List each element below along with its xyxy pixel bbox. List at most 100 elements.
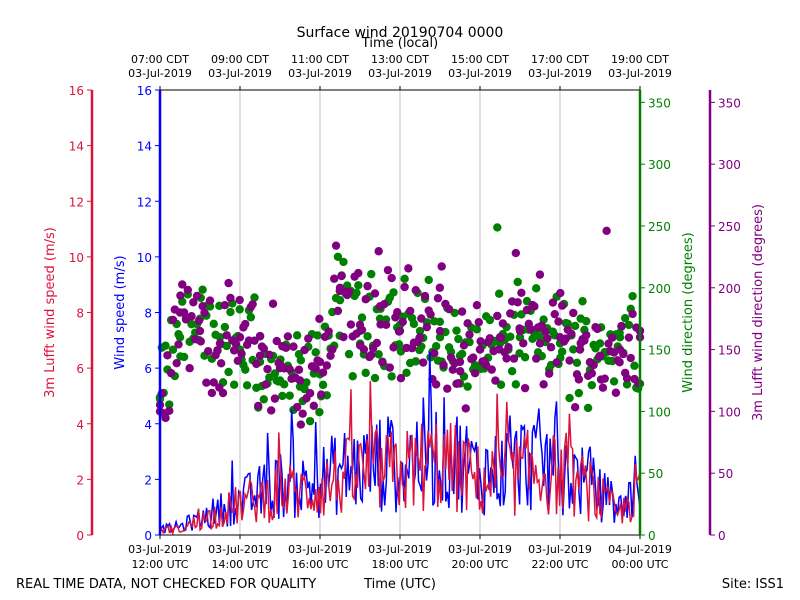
data-point	[248, 299, 257, 309]
wind-speed-axis-label: Wind speed (m/s)	[113, 255, 128, 369]
data-point	[520, 353, 530, 362]
data-point	[615, 333, 625, 342]
data-point	[504, 343, 513, 352]
data-point	[472, 300, 482, 310]
data-point	[235, 295, 244, 305]
data-point	[275, 376, 285, 385]
data-point	[220, 301, 230, 310]
data-point	[161, 341, 170, 350]
data-point	[315, 407, 324, 417]
data-point	[537, 321, 546, 330]
data-point	[309, 401, 319, 410]
wind-speed-tick-label: 2	[144, 473, 152, 487]
data-point	[165, 400, 174, 409]
top-tick-date: 03-Jul-2019	[368, 67, 432, 80]
top-tick-date: 03-Jul-2019	[608, 67, 672, 80]
data-point	[226, 307, 235, 317]
series-line	[159, 380, 641, 537]
data-point	[420, 291, 430, 301]
data-point	[541, 327, 550, 336]
bottom-tick-time: 22:00 UTC	[531, 558, 588, 571]
data-point	[550, 309, 559, 319]
data-point	[485, 334, 495, 343]
lufft-dir-tick-label: 0	[718, 529, 726, 543]
data-point	[265, 350, 274, 359]
top-tick-time: 13:00 CDT	[371, 53, 429, 66]
data-point	[469, 353, 478, 362]
data-point	[470, 368, 480, 378]
data-point	[250, 293, 259, 302]
data-point	[552, 358, 561, 367]
data-point	[237, 349, 246, 358]
data-point	[587, 369, 597, 378]
data-point	[493, 223, 502, 232]
data-point	[383, 265, 393, 275]
wind-dir-tick-label: 100	[648, 405, 671, 419]
wind-dir-tick-label: 250	[648, 220, 671, 234]
bottom-axis-label: Time (UTC)	[363, 577, 436, 592]
data-point	[259, 395, 268, 404]
data-point	[226, 293, 235, 303]
data-point	[266, 406, 276, 415]
data-point	[556, 288, 565, 298]
data-point	[402, 368, 411, 378]
top-tick-time: 11:00 CDT	[291, 53, 349, 66]
wind-speed-tick-label: 6	[144, 362, 152, 376]
data-point	[628, 291, 637, 301]
data-point	[582, 330, 591, 340]
lufft-speed-tick-label: 4	[76, 418, 84, 432]
data-point	[322, 361, 331, 370]
data-point	[324, 327, 333, 336]
data-point	[235, 305, 244, 314]
data-point	[624, 320, 634, 330]
data-point	[493, 311, 502, 321]
data-point	[252, 359, 261, 369]
data-point	[626, 353, 635, 363]
lufft-speed-tick-label: 12	[69, 195, 84, 209]
data-point	[296, 420, 306, 429]
data-point	[485, 315, 495, 325]
data-point	[452, 326, 461, 335]
data-point	[567, 329, 576, 339]
data-point	[202, 378, 211, 387]
data-point	[495, 333, 505, 342]
data-point	[337, 271, 346, 281]
data-point	[389, 343, 398, 352]
data-point	[241, 319, 250, 329]
data-point	[389, 288, 398, 297]
data-point	[295, 382, 305, 391]
data-point	[411, 357, 420, 366]
data-point	[513, 277, 522, 287]
top-tick-date: 03-Jul-2019	[128, 67, 192, 80]
data-point	[370, 289, 380, 298]
data-point	[205, 296, 215, 305]
wind-dir-tick-label: 200	[648, 282, 671, 296]
top-tick-date: 03-Jul-2019	[528, 67, 592, 80]
data-point	[361, 295, 370, 304]
data-point	[213, 346, 222, 355]
data-point	[475, 345, 485, 354]
data-point	[422, 322, 432, 332]
data-point	[455, 357, 465, 367]
top-tick-time: 19:00 CDT	[611, 53, 669, 66]
data-point	[218, 388, 228, 398]
data-point	[513, 298, 522, 307]
data-point	[216, 359, 226, 368]
data-point	[163, 351, 172, 360]
wind-speed-tick-label: 10	[137, 251, 152, 265]
data-point	[344, 349, 354, 359]
data-point	[574, 388, 584, 398]
data-point	[183, 285, 192, 295]
data-point	[367, 269, 376, 279]
data-point	[231, 339, 241, 349]
data-point	[300, 345, 309, 355]
data-point	[622, 380, 632, 389]
data-point	[220, 322, 230, 332]
wind-dir-axis-label: Wind direction (degrees)	[681, 232, 696, 392]
data-point	[200, 308, 209, 317]
data-point	[361, 368, 370, 378]
top-tick-date: 03-Jul-2019	[448, 67, 512, 80]
site-label: Site: ISS1	[722, 577, 784, 592]
data-point	[589, 360, 598, 370]
data-point	[215, 333, 225, 342]
